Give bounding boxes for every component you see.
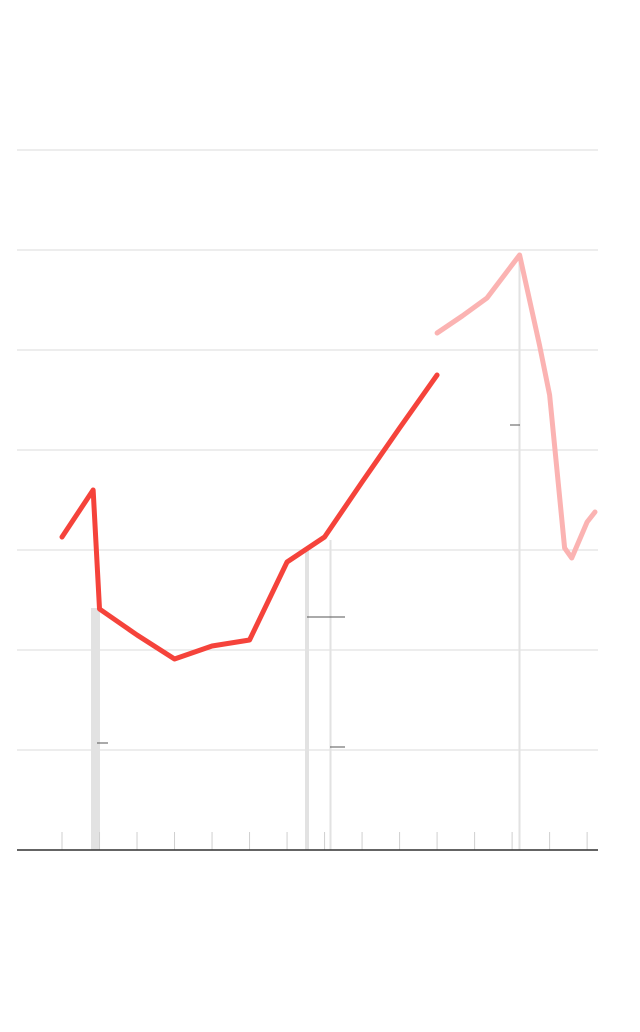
shading [91,255,521,850]
shaded-band [518,255,521,850]
shaded-band [91,608,100,850]
data-line [434,252,598,561]
data-line [59,372,440,662]
shaded-band [305,550,309,850]
shaded-band [329,540,332,850]
